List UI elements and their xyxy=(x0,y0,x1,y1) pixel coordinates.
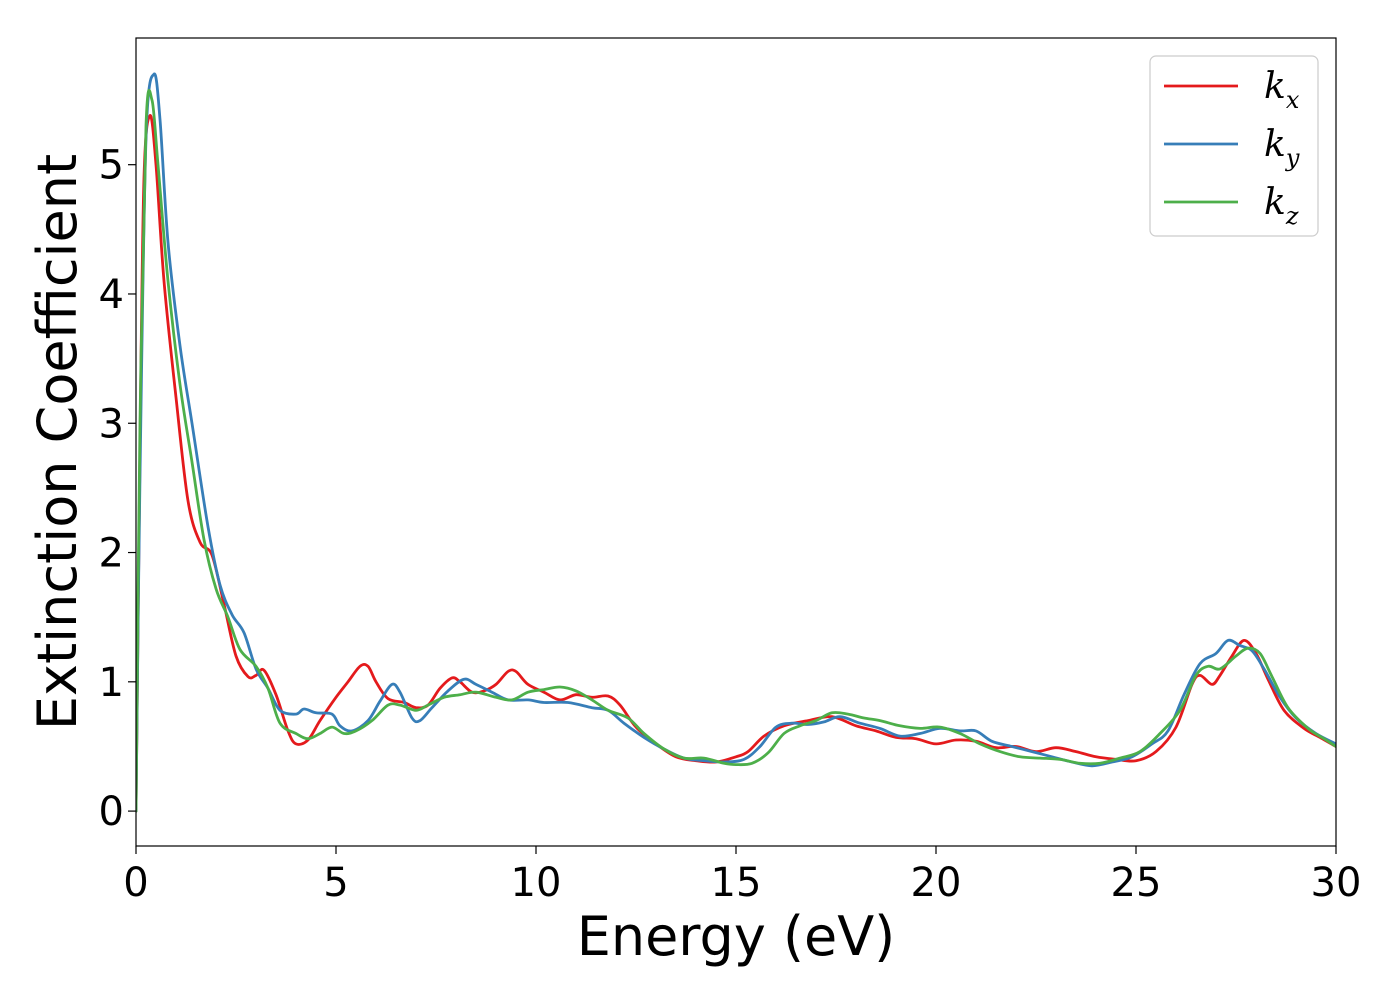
x-tick-label: 25 xyxy=(1111,860,1162,906)
legend-box xyxy=(1149,55,1319,237)
x-axis: 0 5 10 15 20 25 30 xyxy=(123,846,1361,906)
x-tick-label: 5 xyxy=(323,860,348,906)
y-tick-label: 4 xyxy=(99,272,124,318)
legend-label-base: k xyxy=(1264,124,1286,165)
y-axis: 0 1 2 3 4 5 xyxy=(99,143,136,835)
x-tick-label: 10 xyxy=(511,860,562,906)
legend-label-base: k xyxy=(1264,66,1286,107)
legend-label-sub: z xyxy=(1285,202,1299,230)
x-tick-label: 20 xyxy=(911,860,962,906)
series-line-x xyxy=(136,114,1336,813)
legend-label-base: k xyxy=(1264,182,1286,223)
y-tick-label: 1 xyxy=(99,660,124,706)
y-tick-label: 0 xyxy=(99,789,124,835)
legend-label-z: kz xyxy=(1264,182,1299,230)
legend-label-sub: y xyxy=(1285,144,1300,172)
y-tick-label: 2 xyxy=(99,531,124,577)
legend-label-x: kx xyxy=(1264,66,1300,114)
x-axis-label: Energy (eV) xyxy=(577,905,896,968)
series-line-z xyxy=(136,88,1336,813)
x-tick-label: 0 xyxy=(123,860,148,906)
x-tick-label: 30 xyxy=(1311,860,1362,906)
series-layer xyxy=(136,72,1336,813)
x-tick-label: 15 xyxy=(711,860,762,906)
legend-label-y: ky xyxy=(1264,124,1300,172)
y-axis-label: Extinction Coefficient xyxy=(26,154,89,730)
y-tick-label: 5 xyxy=(99,143,124,189)
legend-label-sub: x xyxy=(1286,86,1300,114)
y-tick-label: 3 xyxy=(99,401,124,447)
